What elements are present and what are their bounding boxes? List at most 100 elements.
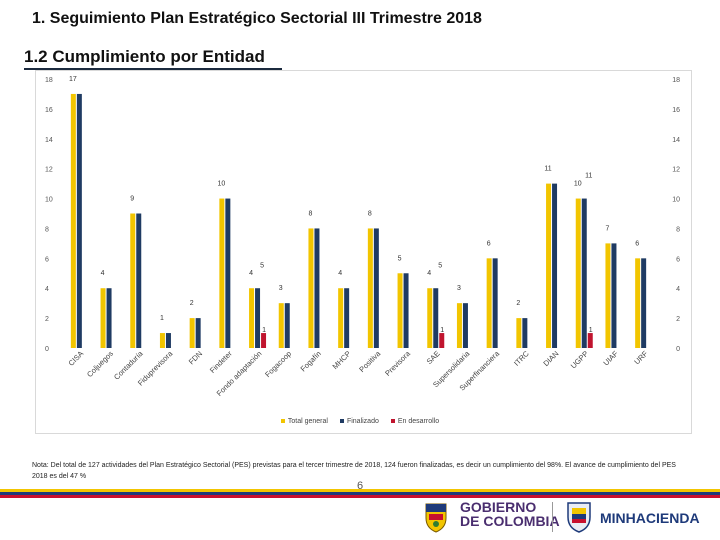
y-tick-right-12: 12 bbox=[672, 167, 680, 174]
data-label-25: 6 bbox=[635, 240, 639, 247]
bar-finalizado-4 bbox=[195, 318, 201, 348]
y-tick-right-16: 16 bbox=[672, 107, 680, 114]
legend-label-0: Total general bbox=[287, 418, 328, 425]
y-tick-left-12: 12 bbox=[45, 167, 53, 174]
data-label-16: 1 bbox=[440, 327, 444, 334]
data-label-23: 1 bbox=[589, 327, 593, 334]
data-label-6: 4 bbox=[249, 270, 253, 277]
y-tick-right-0: 0 bbox=[676, 346, 680, 353]
data-label-17: 3 bbox=[457, 285, 461, 292]
flag-stripe-blue bbox=[0, 492, 720, 495]
legend-item-1: Finalizado bbox=[339, 418, 379, 425]
y-tick-left-8: 8 bbox=[45, 226, 49, 233]
gov-logo-line2: DE COLOMBIA bbox=[460, 513, 560, 529]
footer-bar bbox=[0, 498, 720, 540]
gov-logo-text: GOBIERNO DE COLOMBIA bbox=[460, 500, 560, 528]
data-label-20: 11 bbox=[544, 166, 551, 173]
legend-label-1: Finalizado bbox=[346, 418, 379, 425]
y-tick-right-8: 8 bbox=[676, 226, 680, 233]
flag-stripe-red bbox=[0, 495, 720, 498]
colombia-coat-of-arms-icon bbox=[425, 503, 447, 533]
bar-total-11 bbox=[397, 273, 403, 348]
y-tick-left-0: 0 bbox=[45, 346, 49, 353]
bar-finalizado-13 bbox=[462, 303, 468, 348]
bar-finalizado-1 bbox=[106, 288, 112, 348]
footer-divider bbox=[552, 502, 553, 532]
bar-total-6 bbox=[249, 288, 255, 348]
bar-finalizado-0 bbox=[76, 93, 82, 348]
bar-finalizado-2 bbox=[136, 213, 142, 348]
x-tick-15: ITRC bbox=[512, 349, 531, 368]
data-label-9: 3 bbox=[279, 285, 283, 292]
bar-total-0 bbox=[70, 93, 76, 348]
slide-title: 1. Seguimiento Plan Estratégico Sectoria… bbox=[32, 10, 482, 27]
y-tick-left-10: 10 bbox=[45, 197, 53, 204]
bar-finalizado-3 bbox=[165, 333, 171, 348]
legend-swatch-0 bbox=[280, 419, 285, 424]
y-tick-left-18: 18 bbox=[45, 77, 53, 84]
bar-finalizado-16 bbox=[552, 183, 558, 348]
legend-label-2: En desarrollo bbox=[397, 418, 440, 425]
y-tick-right-18: 18 bbox=[672, 77, 680, 84]
x-tick-8: Fogafín bbox=[299, 349, 323, 373]
data-label-1: 4 bbox=[101, 270, 105, 277]
x-tick-1: Coljuegos bbox=[85, 349, 115, 379]
bar-en-desarrollo-12 bbox=[439, 333, 445, 348]
data-label-19: 2 bbox=[516, 300, 520, 307]
x-tick-4: FDN bbox=[187, 349, 204, 366]
bar-finalizado-15 bbox=[522, 318, 528, 348]
bar-finalizado-8 bbox=[314, 228, 320, 348]
bar-finalizado-9 bbox=[344, 288, 350, 348]
bar-finalizado-5 bbox=[225, 198, 231, 348]
data-label-4: 2 bbox=[190, 300, 194, 307]
bar-finalizado-14 bbox=[492, 258, 498, 348]
bar-total-19 bbox=[635, 258, 641, 348]
footnote: Nota: Del total de 127 actividades del P… bbox=[32, 462, 676, 480]
bar-finalizado-12 bbox=[433, 288, 439, 348]
x-tick-5: Findeter bbox=[208, 349, 234, 375]
data-label-14: 4 bbox=[427, 270, 431, 277]
y-tick-right-2: 2 bbox=[676, 316, 680, 323]
bar-en-desarrollo-6 bbox=[261, 333, 267, 348]
bar-total-18 bbox=[605, 243, 611, 348]
bar-finalizado-18 bbox=[611, 243, 617, 348]
data-label-2: 9 bbox=[130, 196, 134, 203]
bar-total-10 bbox=[367, 228, 373, 348]
ministry-shield-icon bbox=[567, 502, 591, 533]
data-label-5: 10 bbox=[217, 181, 225, 188]
x-tick-12: SAE bbox=[425, 349, 442, 366]
x-tick-10: Positiva bbox=[357, 348, 383, 374]
y-tick-right-10: 10 bbox=[672, 197, 680, 204]
y-tick-right-4: 4 bbox=[676, 286, 680, 293]
y-tick-left-4: 4 bbox=[45, 286, 49, 293]
bar-en-desarrollo-17 bbox=[587, 333, 593, 348]
x-tick-16: DIAN bbox=[541, 349, 560, 368]
bar-total-9 bbox=[338, 288, 344, 348]
y-tick-left-14: 14 bbox=[45, 137, 53, 144]
slide-subtitle: 1.2 Cumplimiento por Entidad bbox=[24, 47, 265, 66]
data-label-21: 10 bbox=[574, 181, 582, 188]
x-tick-0: CISA bbox=[67, 349, 86, 368]
y-tick-left-2: 2 bbox=[45, 316, 49, 323]
data-label-10: 8 bbox=[308, 210, 312, 217]
data-label-13: 5 bbox=[398, 255, 402, 262]
bar-finalizado-11 bbox=[403, 273, 409, 348]
y-tick-right-6: 6 bbox=[676, 256, 680, 263]
x-tick-7: Fogacoop bbox=[263, 349, 293, 379]
data-label-7: 5 bbox=[260, 262, 264, 269]
data-label-22: 11 bbox=[585, 173, 592, 180]
x-tick-11: Previsora bbox=[383, 348, 412, 377]
bar-total-5 bbox=[219, 198, 225, 348]
data-label-0: 17 bbox=[69, 76, 77, 83]
flag-stripe-yellow bbox=[0, 489, 720, 492]
page-number: 6 bbox=[356, 480, 364, 492]
y-tick-left-6: 6 bbox=[45, 256, 49, 263]
bar-total-12 bbox=[427, 288, 433, 348]
bar-finalizado-6 bbox=[255, 288, 261, 348]
x-tick-9: MHCP bbox=[331, 349, 353, 371]
data-label-8: 1 bbox=[262, 327, 266, 334]
y-tick-right-14: 14 bbox=[672, 137, 680, 144]
legend-swatch-1 bbox=[339, 419, 344, 424]
data-label-3: 1 bbox=[160, 315, 164, 322]
